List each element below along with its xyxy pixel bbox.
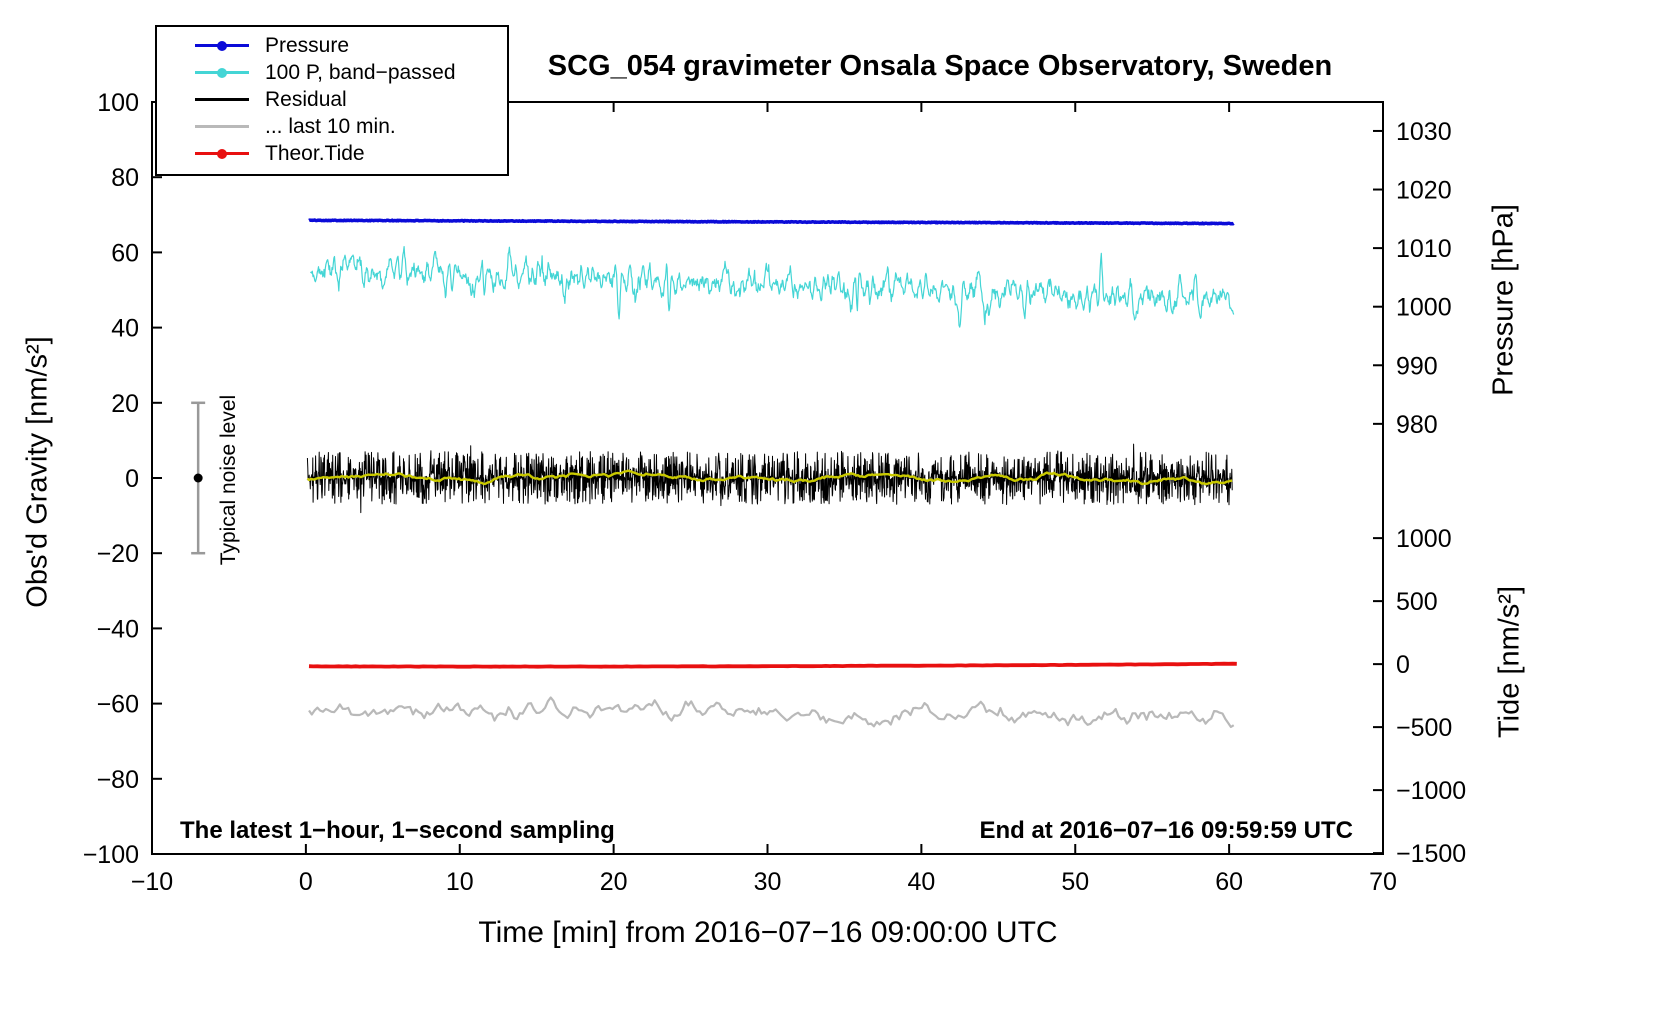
legend-item: ... last 10 min. bbox=[195, 113, 507, 140]
tide-axis-ticks: 1000 500 0 −500 −1000 −1500 bbox=[1373, 525, 1466, 868]
pressure-tick-label: 1030 bbox=[1396, 118, 1452, 146]
pressure-tick-label: 990 bbox=[1396, 352, 1438, 380]
legend-item: Pressure bbox=[195, 32, 507, 59]
legend-item-label: Residual bbox=[265, 87, 347, 111]
x-axis-label: Time [min] from 2016−07−16 09:00:00 UTC bbox=[478, 916, 1058, 949]
chart-title: SCG_054 gravimeter Onsala Space Observat… bbox=[547, 50, 1333, 82]
legend-item-label: ... last 10 min. bbox=[265, 114, 396, 138]
y-axis-label-pressure: Pressure [hPa] bbox=[1487, 204, 1520, 396]
series-group bbox=[306, 218, 1237, 729]
pressure-tick-label: 1000 bbox=[1396, 294, 1452, 322]
x-tick-label: 0 bbox=[299, 868, 313, 896]
noise-level-errorbar bbox=[191, 401, 206, 555]
x-tick-label: −10 bbox=[131, 868, 173, 896]
gravity-tick-label: 0 bbox=[125, 465, 139, 493]
x-tick-label: 30 bbox=[754, 868, 782, 896]
noise-level-label: Typical noise level bbox=[217, 394, 240, 566]
series-pressure-bandpassed bbox=[310, 246, 1235, 328]
pressure-tick-label: 1010 bbox=[1396, 235, 1452, 263]
gravity-tick-label: 60 bbox=[111, 239, 139, 267]
legend-items: Pressure 100 P, band−passed Residual ... la… bbox=[195, 32, 507, 167]
end-time-annotation: End at 2016−07−16 09:59:59 UTC bbox=[979, 817, 1353, 844]
series-residual-smoothed bbox=[306, 469, 1233, 486]
sampling-annotation: The latest 1−hour, 1−second sampling bbox=[180, 817, 615, 844]
pressure-axis-ticks: 1030 1020 1010 1000 990 980 bbox=[1373, 118, 1452, 439]
legend-marker-dot bbox=[217, 40, 227, 51]
x-tick-label: 10 bbox=[446, 868, 474, 896]
pressure-tick-label: 980 bbox=[1396, 411, 1438, 439]
tide-tick-label: 500 bbox=[1396, 588, 1438, 616]
x-tick-label: 50 bbox=[1061, 868, 1089, 896]
legend-item-label: Theor.Tide bbox=[265, 141, 365, 165]
y-axis-label-gravity: Obs'd Gravity [nm/s²] bbox=[21, 336, 54, 608]
series-theor-tide bbox=[308, 661, 1237, 669]
tide-tick-label: −1500 bbox=[1396, 840, 1466, 868]
legend-item: Residual bbox=[195, 86, 507, 113]
noise-level-dot bbox=[193, 473, 203, 483]
legend-line-sample bbox=[195, 148, 249, 159]
legend-marker-dot bbox=[217, 67, 227, 78]
legend-box: Pressure 100 P, band−passed Residual ... la… bbox=[155, 25, 509, 176]
x-tick-label: 20 bbox=[600, 868, 628, 896]
legend-line-sample bbox=[195, 40, 249, 51]
series-pressure bbox=[308, 218, 1235, 226]
legend-item: 100 P, band−passed bbox=[195, 59, 507, 86]
x-axis-ticks: −10 0 10 20 30 40 50 60 70 bbox=[131, 102, 1397, 896]
gravity-tick-label: −80 bbox=[97, 766, 139, 794]
series-residual-last10 bbox=[308, 696, 1235, 729]
tide-tick-label: −1000 bbox=[1396, 777, 1466, 805]
tide-tick-label: 0 bbox=[1396, 651, 1410, 679]
pressure-tick-label: 1020 bbox=[1396, 177, 1452, 205]
legend-line-sample bbox=[195, 67, 249, 78]
x-tick-label: 40 bbox=[907, 868, 935, 896]
legend-line-sample bbox=[195, 98, 249, 101]
gravity-axis-ticks: −100 −80 −60 −40 −20 0 20 40 60 80 100 bbox=[83, 89, 162, 869]
legend-marker-dot bbox=[217, 148, 227, 159]
gravity-tick-label: 20 bbox=[111, 390, 139, 418]
tide-tick-label: −500 bbox=[1396, 714, 1452, 742]
x-tick-label: 70 bbox=[1369, 868, 1397, 896]
gravity-tick-label: 80 bbox=[111, 164, 139, 192]
legend-item-label: Pressure bbox=[265, 33, 350, 57]
y-axis-label-tide: Tide [nm/s²] bbox=[1493, 585, 1526, 739]
legend-item-label: 100 P, band−passed bbox=[265, 60, 456, 84]
legend-item: Theor.Tide bbox=[195, 140, 507, 167]
gravity-tick-label: 100 bbox=[97, 89, 139, 117]
x-tick-label: 60 bbox=[1215, 868, 1243, 896]
gravity-tick-label: 40 bbox=[111, 315, 139, 343]
gravity-tick-label: −20 bbox=[97, 540, 139, 568]
gravity-tick-label: −40 bbox=[97, 615, 139, 643]
gravity-tick-label: −60 bbox=[97, 691, 139, 719]
legend-line-sample bbox=[195, 125, 249, 128]
gravity-tick-label: −100 bbox=[83, 841, 139, 869]
tide-tick-label: 1000 bbox=[1396, 525, 1452, 553]
